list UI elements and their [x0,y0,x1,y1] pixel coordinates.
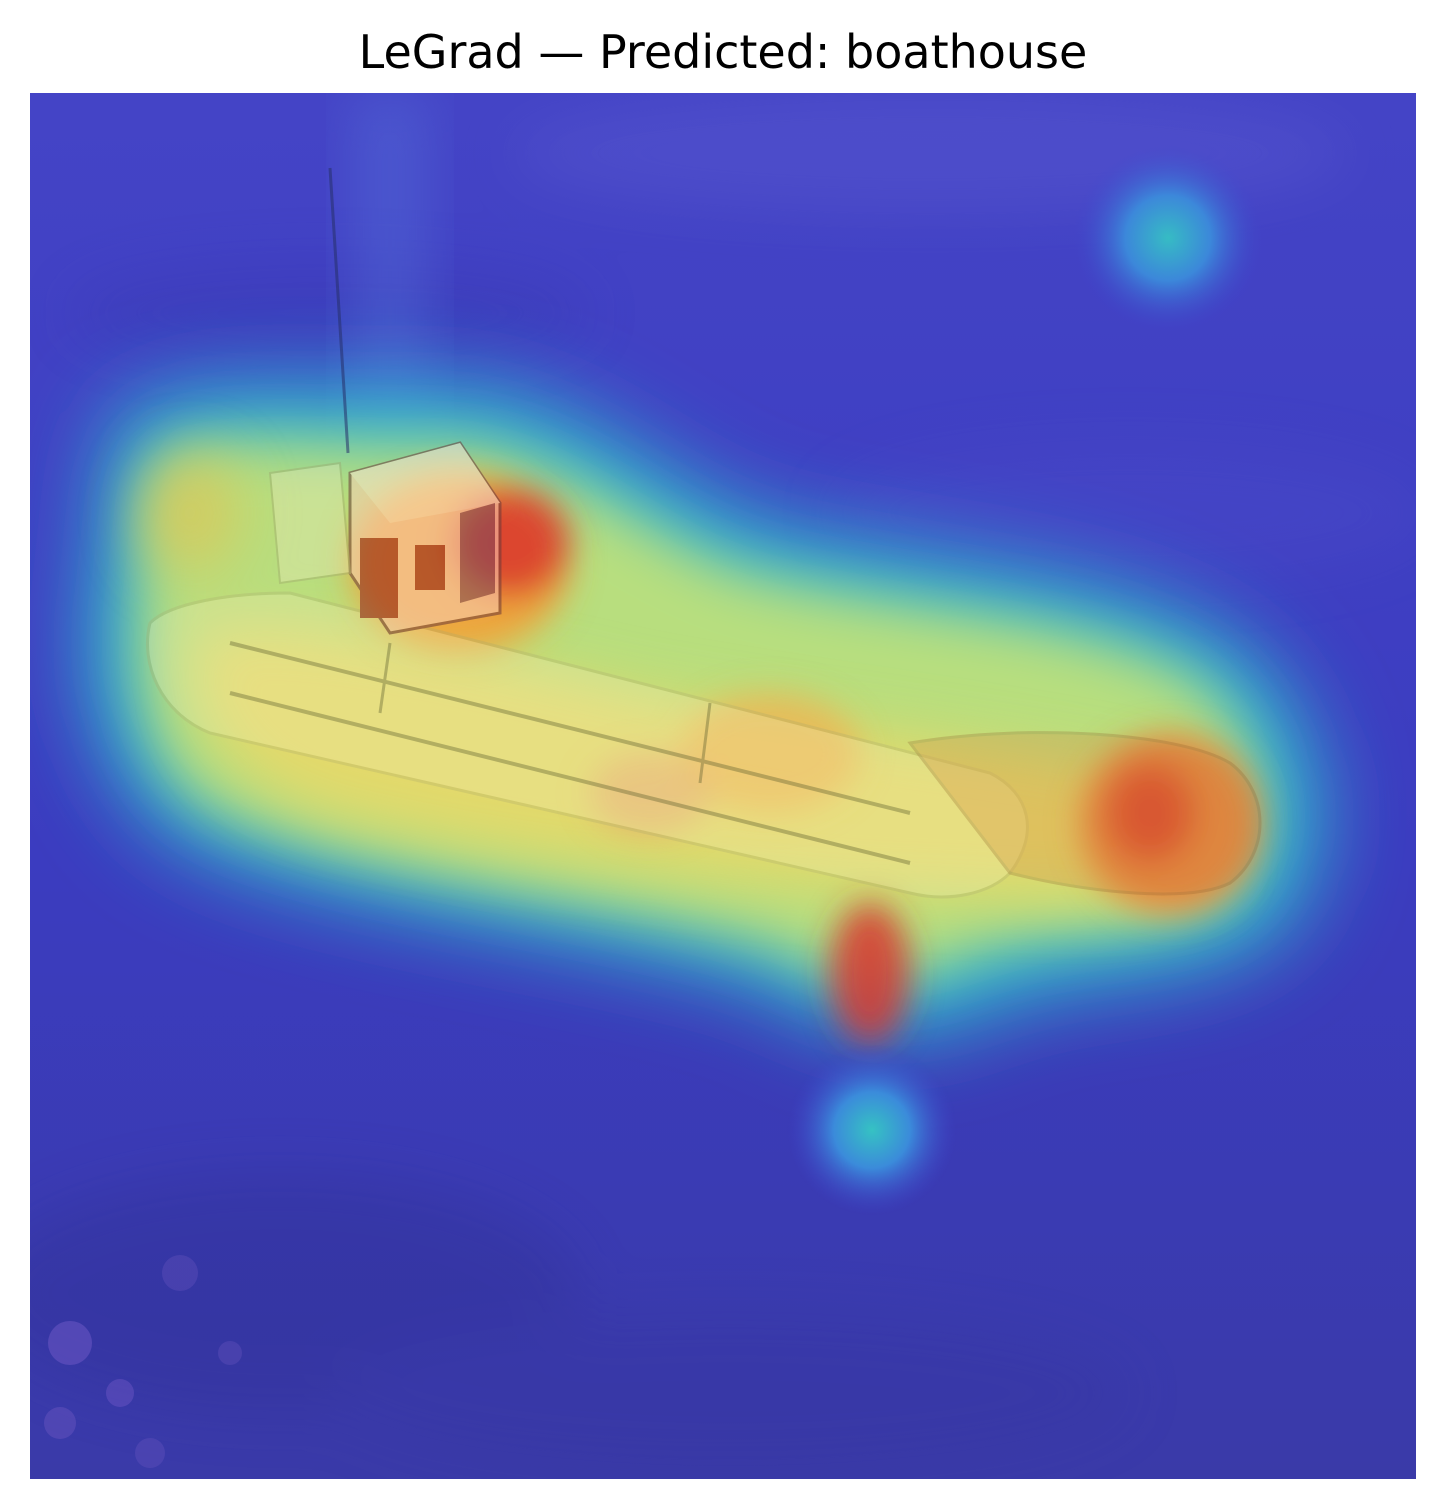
seabed-texture [44,1255,242,1468]
heatmap-overlay-image [30,93,1416,1479]
heatmap-image-panel [30,93,1416,1479]
attention-spot-upper-right [1073,143,1263,333]
attention-spot-lower-center [787,1045,957,1215]
figure-title: LeGrad — Predicted: boathouse [358,25,1088,79]
boat-silhouette [146,167,1262,899]
